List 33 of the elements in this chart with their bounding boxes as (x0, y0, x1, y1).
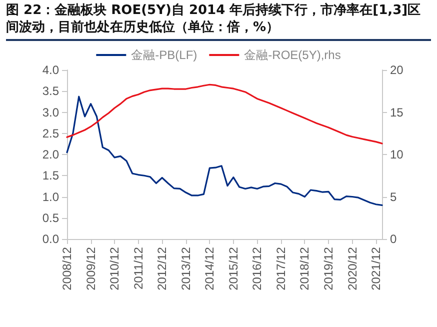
y2-tick-label: 20 (390, 63, 404, 77)
y2-tick-label: 0 (390, 232, 397, 246)
x-tick-label: 2014/12 (202, 246, 217, 290)
x-tick-label: 2015/12 (226, 246, 240, 290)
legend-label: 金融-ROE(5Y),rhs (244, 48, 341, 62)
y-tick-label: 1.0 (42, 190, 60, 204)
x-tick-label: 2021/12 (369, 246, 384, 290)
x-tick-label: 2019/12 (322, 246, 336, 290)
y-tick-label: 1.5 (42, 168, 60, 183)
y-tick-label: 2.5 (42, 126, 60, 140)
y-tick-label: 3.0 (42, 105, 60, 120)
x-tick-label: 2008/12 (60, 246, 74, 290)
x-tick-label: 2013/12 (178, 246, 193, 290)
y2-tick-label: 5 (390, 190, 397, 204)
y-tick-label: 0.5 (42, 210, 60, 225)
y-tick-label: 3.5 (42, 84, 60, 98)
y-tick-label: 0.0 (42, 232, 60, 246)
x-tick-label: 2020/12 (345, 246, 360, 290)
y2-tick-label: 10 (390, 148, 404, 162)
x-tick-label: 2010/12 (108, 246, 122, 290)
chart-title: 图 22：金融板块 ROE(5Y)自 2014 年后持续下行，市净率在[1,3]区间波动，目前也处在历史低位（单位：倍，%） (6, 2, 431, 41)
x-tick-label: 2011/12 (131, 246, 146, 290)
x-tick-label: 2017/12 (274, 246, 288, 290)
y-tick-label: 4.0 (42, 63, 60, 77)
legend-label: 金融-PB(LF) (131, 48, 198, 62)
x-tick-label: 2016/12 (250, 246, 264, 290)
x-tick-label: 2012/12 (155, 246, 170, 290)
x-tick-label: 2018/12 (298, 246, 312, 290)
x-tick-label: 2009/12 (84, 246, 98, 290)
y-tick-label: 2.0 (42, 148, 60, 162)
y2-tick-label: 15 (390, 105, 404, 120)
line-series (66, 96, 383, 206)
line-series (66, 84, 383, 144)
